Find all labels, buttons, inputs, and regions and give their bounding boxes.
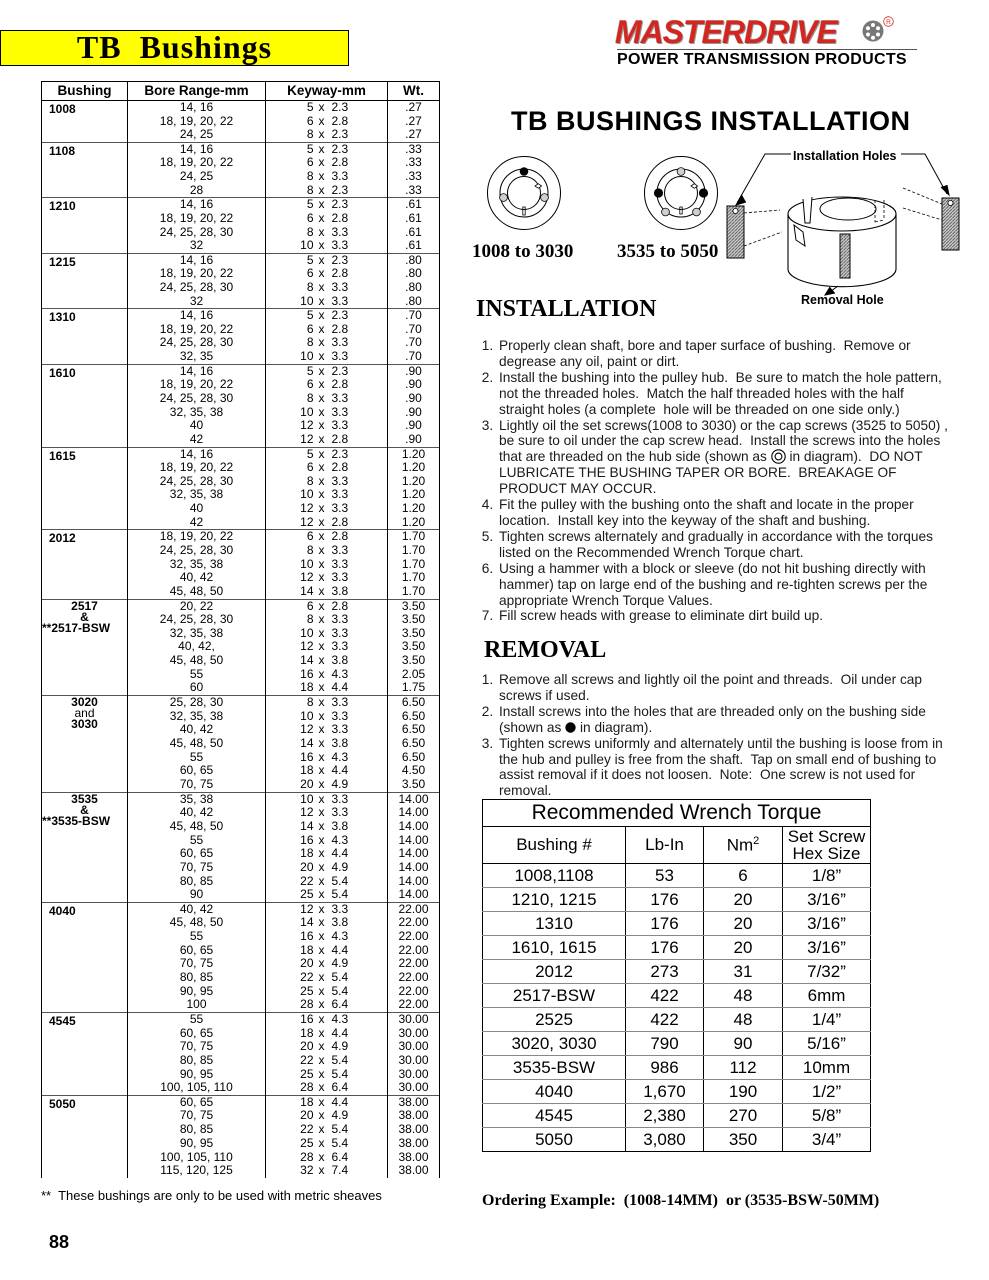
svg-text:R: R [886, 19, 891, 26]
svg-text:Removal Hole: Removal Hole [801, 293, 884, 307]
svg-text:Installation Holes: Installation Holes [793, 149, 897, 163]
